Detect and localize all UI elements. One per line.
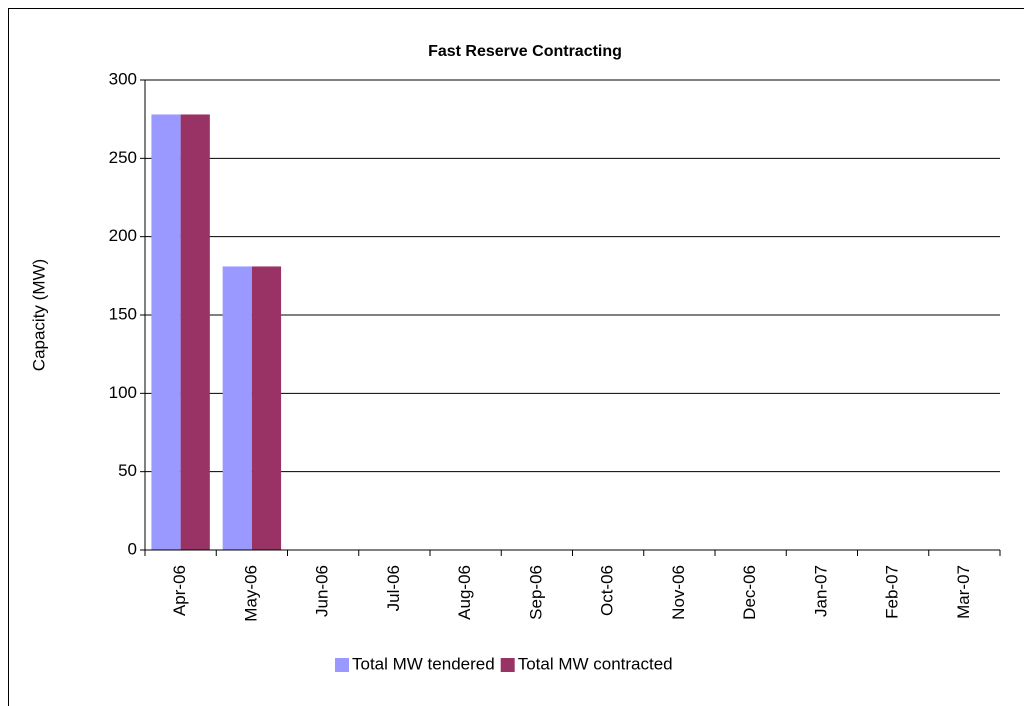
- bar: [251, 266, 282, 550]
- x-tick-label: Nov-06: [669, 565, 688, 620]
- y-tick-label: 100: [109, 383, 137, 402]
- legend-label: Total MW tendered: [352, 654, 495, 673]
- y-tick-label: 50: [118, 461, 137, 480]
- x-tick-label: Mar-07: [954, 565, 973, 619]
- x-tick-label: Oct-06: [598, 565, 617, 616]
- bar: [222, 266, 252, 550]
- x-tick-label: Feb-07: [883, 565, 902, 619]
- chart-title: Fast Reserve Contracting: [428, 43, 622, 60]
- bar: [151, 114, 181, 550]
- y-tick-label: 150: [109, 304, 137, 323]
- x-tick-label: Jan-07: [811, 565, 830, 617]
- y-axis-label: Capacity (MW): [29, 259, 48, 371]
- x-tick-label: Jun-06: [313, 565, 332, 617]
- chart-frame: [8, 8, 1024, 706]
- y-tick-label: 200: [109, 226, 137, 245]
- y-tick-label: 0: [128, 539, 137, 558]
- x-tick-label: Dec-06: [740, 565, 759, 620]
- y-tick-label: 300: [109, 69, 137, 88]
- x-tick-label: May-06: [241, 565, 260, 622]
- x-tick-label: Aug-06: [455, 565, 474, 620]
- x-tick-label: Jul-06: [384, 565, 403, 611]
- legend-label: Total MW contracted: [518, 654, 673, 673]
- bar: [180, 114, 210, 550]
- legend-swatch: [500, 658, 515, 672]
- legend-swatch: [335, 658, 349, 672]
- y-tick-label: 250: [109, 148, 137, 167]
- x-tick-label: Apr-06: [170, 565, 189, 616]
- x-tick-label: Sep-06: [526, 565, 545, 620]
